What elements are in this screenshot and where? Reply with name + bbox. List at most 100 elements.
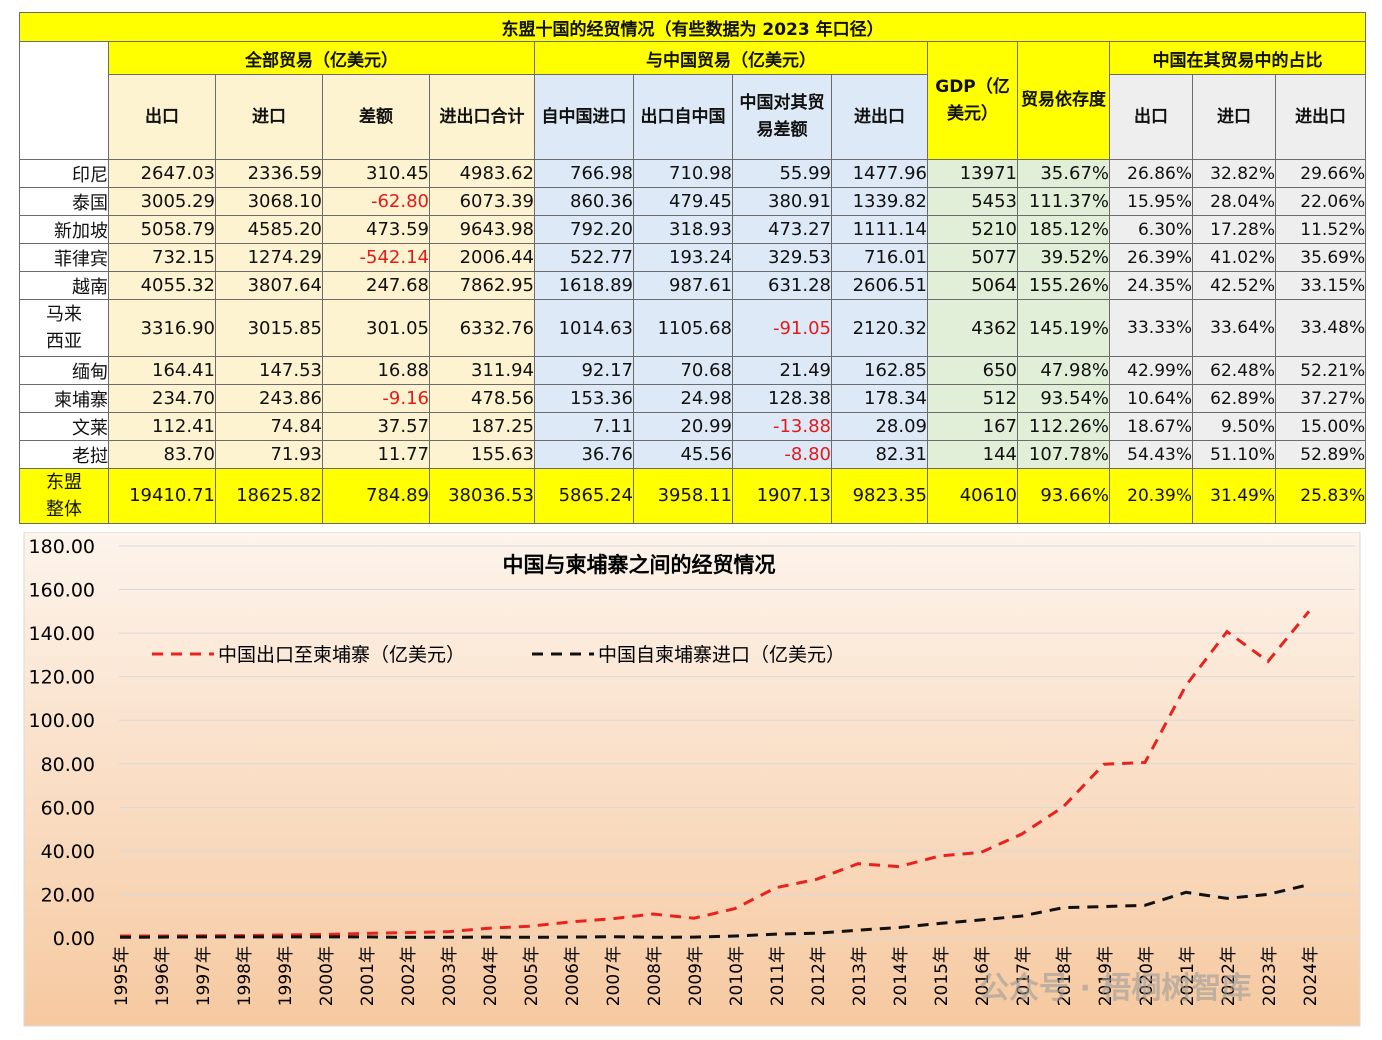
header-to-china: 出口自中国: [633, 74, 733, 160]
table-cell: 3807.64: [215, 271, 323, 300]
x-tick-labels: 1995年 1996年 1997年 1998年 1999年 2000年 2001年 2002年…: [112, 946, 1321, 1006]
table-cell: 987.61: [633, 271, 733, 300]
header-gdp: GDP（亿美元）: [927, 41, 1018, 160]
header-share-total: 进出口: [1274, 74, 1367, 160]
table-cell: 22.06%: [1274, 187, 1367, 216]
x-tick-label: 2003年: [440, 946, 460, 1006]
table-cell: 15.00%: [1274, 412, 1367, 441]
table-cell: 128.38: [732, 384, 832, 413]
row-country: 菲律宾: [19, 243, 109, 272]
table-cell: 1111.14: [831, 215, 928, 244]
table-cell: 155.63: [429, 440, 535, 469]
table-cell: 71.93: [215, 440, 323, 469]
table-cell: 38036.53: [429, 468, 535, 524]
y-tick-label: 180.00: [29, 536, 95, 558]
table-cell: 6332.76: [429, 299, 535, 357]
table-cell: 47.98%: [1017, 356, 1110, 385]
table-body: 印尼 2647.03 2336.59 310.45 4983.62 766.98 710.9…: [19, 159, 1367, 524]
table-cell: 3958.11: [633, 468, 733, 524]
row-country: 新加坡: [19, 215, 109, 244]
header-dependence: 贸易依存度: [1017, 41, 1110, 160]
x-tick-label: 1997年: [194, 946, 214, 1006]
table-cell: 473.59: [322, 215, 430, 244]
table-cell: 42.99%: [1109, 356, 1193, 385]
row-country: 泰国: [19, 187, 109, 216]
header-share-exports: 出口: [1109, 74, 1193, 160]
table-cell: 9.50%: [1192, 412, 1276, 441]
x-tick-label: 2002年: [399, 946, 419, 1006]
table-cell: 144: [927, 440, 1018, 469]
header-china-balance: 中国对其贸易差额: [732, 74, 832, 160]
legend-label-export: 中国出口至柬埔寨（亿美元）: [218, 644, 465, 666]
table-cell: 52.89%: [1274, 440, 1367, 469]
table-cell: 2006.44: [429, 243, 535, 272]
table-cell: 147.53: [215, 356, 323, 385]
chart-title: 中国与柬埔寨之间的经贸情况: [503, 552, 776, 577]
table-cell: -62.80: [322, 187, 430, 216]
table-cell: 185.12%: [1017, 215, 1110, 244]
table-cell: 710.98: [633, 159, 733, 188]
table-cell: 10.64%: [1109, 384, 1193, 413]
y-tick-label: 0.00: [53, 928, 95, 950]
table-cell: 311.94: [429, 356, 535, 385]
row-country: 文莱: [19, 412, 109, 441]
row-country: 柬埔寨: [19, 384, 109, 413]
table-cell: 51.10%: [1192, 440, 1276, 469]
table-cell: 18625.82: [215, 468, 323, 524]
table-row: 马来西亚 3316.90 3015.85 301.05 6332.76 1014.63 11…: [19, 299, 1367, 357]
table-cell: 473.27: [732, 215, 832, 244]
table-cell: 155.26%: [1017, 271, 1110, 300]
plot-band: [23, 532, 1361, 1027]
table-cell: 2606.51: [831, 271, 928, 300]
table-cell: 26.86%: [1109, 159, 1193, 188]
table-cell: 37.57: [322, 412, 430, 441]
row-country: 东盟整体: [19, 468, 109, 524]
table-cell: 39.52%: [1017, 243, 1110, 272]
table-cell: 93.66%: [1017, 468, 1110, 524]
table-cell: 36.76: [534, 440, 634, 469]
table-cell: 243.86: [215, 384, 323, 413]
table-cell: 1618.89: [534, 271, 634, 300]
table-cell: 2336.59: [215, 159, 323, 188]
table-row: 柬埔寨 234.70 243.86 -9.16 478.56 153.36 24.98 128…: [19, 384, 1367, 413]
y-tick-label: 120.00: [29, 667, 95, 689]
table-cell: 3015.85: [215, 299, 323, 357]
table-cell: 4362: [927, 299, 1018, 357]
table-cell: 766.98: [534, 159, 634, 188]
x-tick-label: 1998年: [235, 946, 255, 1006]
table-cell: 318.93: [633, 215, 733, 244]
table-cell: 33.64%: [1192, 299, 1276, 357]
row-country: 马来西亚: [19, 299, 109, 357]
table-cell: -13.88: [732, 412, 832, 441]
table-cell: 5077: [927, 243, 1018, 272]
row-country: 缅甸: [19, 356, 109, 385]
table-title: 东盟十国的经贸情况（有些数据为 2023 年口径）: [18, 12, 1367, 42]
x-tick-label: 2000年: [317, 946, 337, 1006]
asean-trade-table: 东盟十国的经贸情况（有些数据为 2023 年口径） 全部贸易（亿美元） 与中国贸…: [18, 12, 1367, 524]
table-cell: 74.84: [215, 412, 323, 441]
x-tick-label: 2010年: [727, 946, 747, 1006]
x-tick-label: 2024年: [1301, 946, 1321, 1006]
y-tick-label: 60.00: [41, 797, 95, 819]
table-cell: 9823.35: [831, 468, 928, 524]
header-imports: 进口: [215, 74, 323, 160]
x-tick-label: 2012年: [809, 946, 829, 1006]
table-cell: 153.36: [534, 384, 634, 413]
table-cell: 62.48%: [1192, 356, 1276, 385]
table-cell: 70.68: [633, 356, 733, 385]
y-tick-label: 80.00: [41, 754, 95, 776]
group-china-share: 中国在其贸易中的占比: [1108, 41, 1367, 75]
table-cell: 4983.62: [429, 159, 535, 188]
table-row: 新加坡 5058.79 4585.20 473.59 9643.98 792.20 318.…: [19, 215, 1367, 244]
table-cell: 7862.95: [429, 271, 535, 300]
y-tick-label: 160.00: [29, 580, 95, 602]
y-tick-labels: 0.00 20.00 40.00 60.00 80.00 100.00 120.00 140.…: [29, 536, 95, 950]
table-cell: 522.77: [534, 243, 634, 272]
table-cell: 54.43%: [1109, 440, 1193, 469]
table-cell: 792.20: [534, 215, 634, 244]
table-cell: -9.16: [322, 384, 430, 413]
row-country: 印尼: [19, 159, 109, 188]
series-lines: [119, 610, 1311, 939]
table-cell: 178.34: [831, 384, 928, 413]
table-cell: 112.41: [108, 412, 216, 441]
